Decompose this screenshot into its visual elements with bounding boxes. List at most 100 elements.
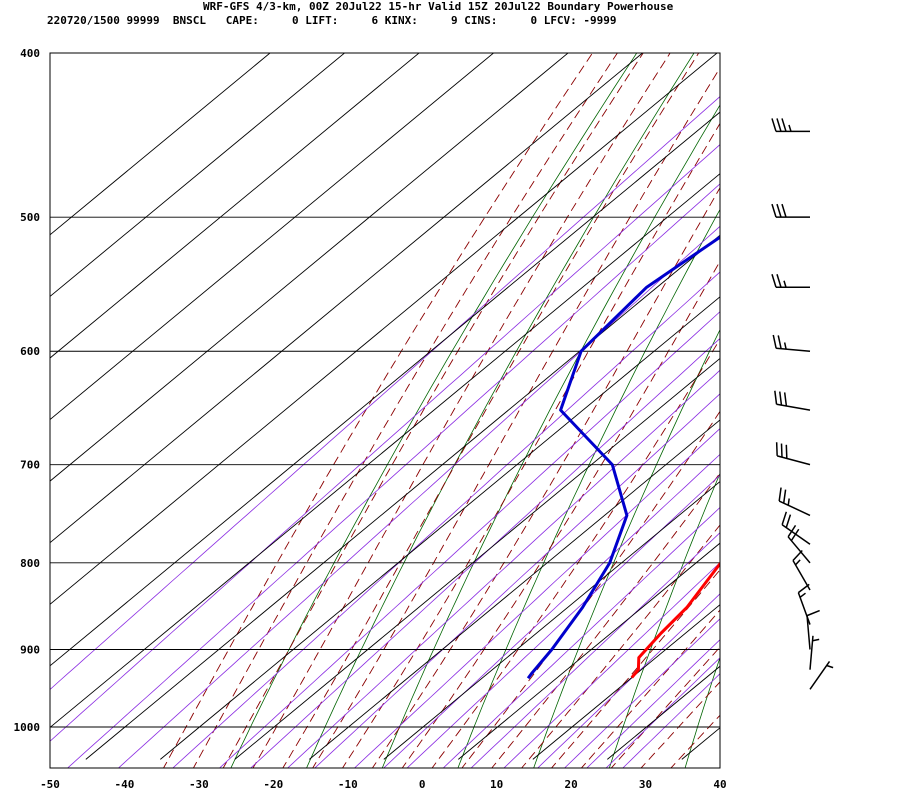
wind-barb bbox=[771, 118, 810, 133]
wind-barb bbox=[797, 583, 811, 625]
wind-barb bbox=[778, 487, 811, 517]
isotherm bbox=[383, 480, 720, 760]
moist-adiabat bbox=[610, 646, 720, 768]
profiles bbox=[526, 235, 720, 680]
mixing-ratio-line bbox=[218, 311, 720, 768]
temperature-tick-label: -40 bbox=[115, 778, 135, 791]
isotherm bbox=[50, 53, 271, 236]
moist-adiabat bbox=[312, 67, 720, 768]
wind-barb-half-feather bbox=[783, 280, 787, 288]
wind-barb-staff bbox=[797, 592, 811, 625]
wind-barb bbox=[787, 524, 811, 564]
pressure-tick-label: 800 bbox=[20, 557, 40, 570]
wind-barb-staff bbox=[776, 347, 811, 352]
wind-barb-staff bbox=[776, 403, 811, 411]
dry-adiabat bbox=[457, 208, 720, 768]
wind-barb bbox=[775, 442, 811, 466]
isotherm bbox=[85, 234, 720, 760]
plot-frame bbox=[49, 52, 721, 769]
temperature-tick-label: 0 bbox=[419, 778, 426, 791]
mixing-ratio-line bbox=[383, 453, 720, 768]
mixing-ratio-line bbox=[503, 562, 720, 768]
mixing-ratio-line bbox=[406, 474, 720, 768]
dry-adiabat bbox=[533, 328, 720, 768]
wind-barb-feather bbox=[772, 334, 777, 349]
temperature-tick-label: 20 bbox=[564, 778, 577, 791]
moist-adiabat bbox=[282, 53, 700, 768]
wind-barb-staff bbox=[778, 500, 811, 517]
dry-adiabat bbox=[608, 472, 720, 768]
mixing-ratio-line bbox=[117, 225, 720, 768]
wind-barb bbox=[771, 274, 810, 288]
wind-barb-feather bbox=[771, 203, 777, 218]
wind-barb bbox=[792, 550, 811, 591]
wind-barb-staff bbox=[776, 455, 811, 466]
moist-adiabat bbox=[401, 260, 720, 768]
mixing-ratio-line bbox=[353, 428, 720, 768]
wind-barb-feather bbox=[781, 511, 788, 525]
moist-adiabat bbox=[163, 53, 594, 768]
moist-adiabat bbox=[640, 681, 720, 768]
wind-barb-feather bbox=[779, 391, 783, 406]
isotherm bbox=[234, 357, 720, 760]
moist-adiabat bbox=[252, 53, 671, 768]
wind-barb-half-feather bbox=[788, 124, 792, 132]
pressure-tick-label: 400 bbox=[20, 47, 40, 60]
mixing-ratio-line bbox=[50, 144, 720, 742]
moist-adiabat bbox=[550, 569, 720, 768]
mixing-ratio-line bbox=[50, 96, 720, 691]
dry-adiabat bbox=[684, 656, 720, 768]
mixing-ratio-line bbox=[314, 393, 720, 768]
wind-barb-feather bbox=[797, 583, 810, 594]
wind-barbs bbox=[771, 118, 834, 690]
wind-barb bbox=[809, 660, 834, 690]
moist-adiabat bbox=[461, 410, 720, 768]
mixing-ratio-line bbox=[564, 618, 720, 768]
wind-barb bbox=[774, 390, 811, 411]
isotherm bbox=[50, 53, 346, 298]
temperature-tick-label: -10 bbox=[338, 778, 358, 791]
mixing-ratio-line bbox=[605, 657, 720, 768]
isotherm bbox=[50, 53, 718, 605]
pressure-tick-label: 900 bbox=[20, 643, 40, 656]
wind-barb-half-feather bbox=[826, 664, 834, 669]
wind-barb bbox=[781, 511, 811, 545]
wind-barb-feather bbox=[785, 514, 792, 528]
pressure-tick-label: 500 bbox=[20, 211, 40, 224]
isotherm bbox=[160, 296, 720, 760]
wind-barb-feather bbox=[792, 550, 803, 562]
dry-adiabat bbox=[836, 15, 900, 770]
isotherm bbox=[50, 53, 644, 544]
moist-adiabat bbox=[580, 609, 720, 768]
moist-adiabat bbox=[222, 53, 644, 768]
mixing-ratio-line bbox=[537, 593, 720, 768]
moist-adiabat bbox=[192, 53, 618, 768]
dry-adiabat bbox=[760, 15, 900, 770]
chart-title: WRF-GFS 4/3-km, 00Z 20Jul22 15-hr Valid … bbox=[203, 0, 674, 13]
temperature-tick-label: -30 bbox=[189, 778, 209, 791]
background-lines bbox=[50, 15, 900, 770]
wind-barb-feather bbox=[781, 118, 787, 132]
isotherm bbox=[50, 53, 495, 421]
temperature-tick-label: 10 bbox=[490, 778, 503, 791]
isotherm bbox=[681, 727, 720, 760]
mixing-ratio-line bbox=[622, 673, 720, 768]
isotherm bbox=[50, 111, 720, 667]
dry-adiabat bbox=[381, 104, 720, 768]
isotherm bbox=[50, 53, 569, 482]
wind-barb-feather bbox=[771, 274, 777, 288]
wind-barb bbox=[771, 203, 810, 218]
isotherm bbox=[309, 419, 720, 760]
mixing-ratio-line bbox=[67, 183, 720, 768]
temperature-tick-label: -50 bbox=[40, 778, 60, 791]
wind-barb-half-feather bbox=[812, 638, 820, 642]
temperature-profile bbox=[630, 561, 720, 679]
wind-barb-feather bbox=[787, 524, 797, 538]
wind-barb bbox=[809, 635, 820, 670]
wind-barb-staff bbox=[809, 660, 831, 690]
mixing-ratio-line bbox=[250, 337, 720, 768]
mixing-ratio-line bbox=[470, 532, 720, 768]
isotherm bbox=[532, 604, 720, 760]
wind-barb-half-feather bbox=[783, 342, 787, 350]
wind-barb-staff bbox=[806, 615, 811, 650]
